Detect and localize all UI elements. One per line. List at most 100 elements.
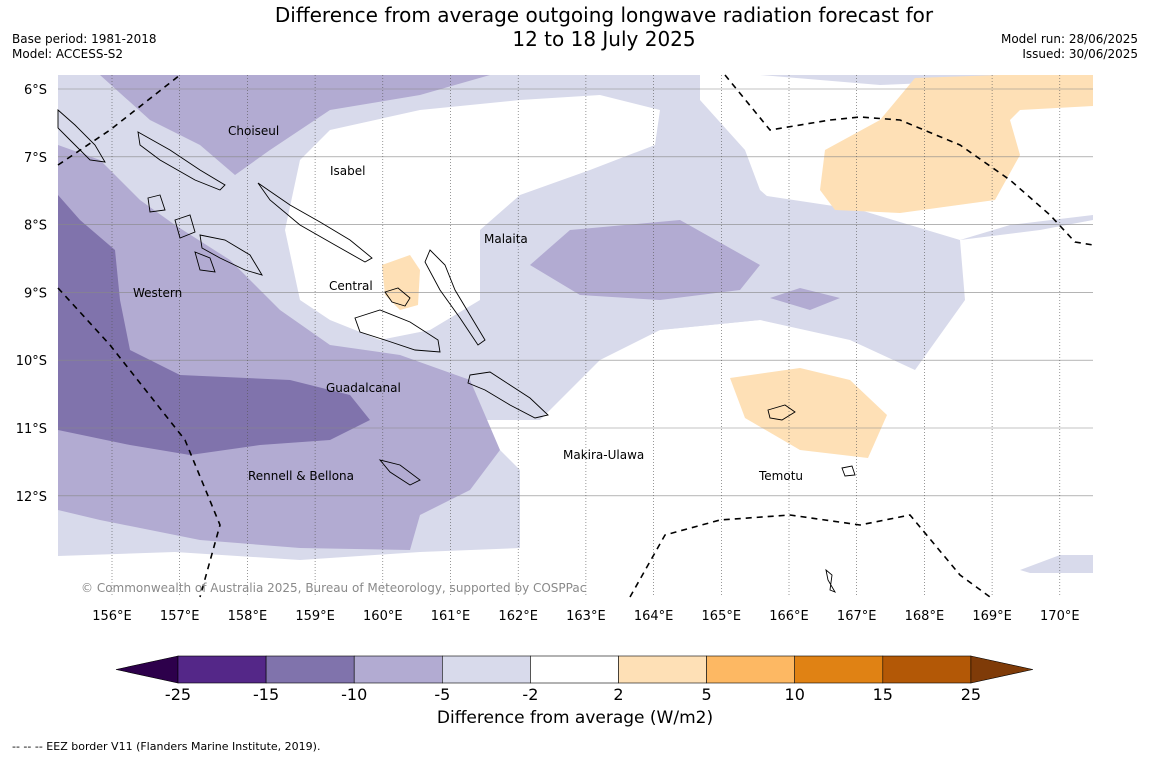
region-label-isabel: Isabel [330, 164, 365, 178]
longitude-label: 159°E [295, 609, 335, 624]
longitude-label: 166°E [769, 609, 809, 624]
coast-torres [825, 568, 837, 593]
shade-minus10-minus5-east [530, 220, 760, 300]
longitude-label: 169°E [972, 609, 1012, 624]
colorbar-segment [265, 655, 355, 684]
colorbar-tick-label: -2 [522, 685, 538, 704]
colorbar: -25 -15 -10 -5 -2 2 5 10 15 25 [115, 655, 1033, 704]
coast-rennell [378, 459, 421, 486]
latitude-label: 8°S [24, 219, 47, 234]
longitude-label: 157°E [160, 609, 200, 624]
longitude-label: 156°E [92, 609, 132, 624]
title-line-1: Difference from average outgoing longwav… [274, 3, 934, 27]
longitude-label: 162°E [498, 609, 538, 624]
latitude-label: 9°S [24, 286, 47, 301]
coast-florida-islands [384, 287, 411, 307]
longitude-labels: 156°E 157°E 158°E 159°E 160°E 161°E 162°E 163°E… [92, 609, 1079, 624]
title-line-2: 12 to 18 July 2025 [512, 27, 696, 51]
colorbar-tick-label: 15 [873, 685, 893, 704]
colorbar-segment [794, 655, 884, 684]
region-label-central: Central [329, 279, 373, 293]
colorbar-segment [706, 655, 795, 684]
eez-southeast [629, 514, 991, 598]
region-label-western: Western [133, 286, 182, 300]
coast-isabel [257, 182, 373, 263]
colorbar-tick-label: 25 [961, 685, 981, 704]
colorbar-segment [441, 655, 531, 684]
coast-bougainville [57, 109, 106, 163]
region-label-rennell-bellona: Rennell & Bellona [248, 469, 354, 483]
colorbar-segment [618, 655, 707, 684]
eez-northeast [724, 74, 1094, 246]
map-title: Difference from average outgoing longwav… [0, 3, 1150, 51]
eez-footnote: -- -- -- EEZ border V11 (Flanders Marine… [12, 740, 321, 753]
coast-choiseul [137, 131, 226, 191]
colorbar-segment [530, 655, 619, 684]
region-label-makira-ulawa: Makira-Ulawa [563, 448, 644, 462]
latitude-label: 11°S [16, 422, 47, 437]
colorbar-segment [882, 655, 972, 684]
shade-plus2-plus5-central [382, 255, 420, 310]
coast-vella-lavella [174, 214, 196, 239]
coast-malaita [424, 249, 486, 346]
latitude-label: 7°S [24, 151, 47, 166]
shade-neutral-central [285, 95, 660, 340]
region-label-choiseul: Choiseul [228, 124, 279, 138]
latitude-label: 6°S [24, 83, 47, 98]
anomaly-shading [58, 75, 1093, 597]
longitude-label: 161°E [431, 609, 471, 624]
eez-west [57, 287, 221, 598]
coast-new-georgia [199, 234, 263, 276]
region-label-guadalcanal: Guadalcanal [326, 381, 401, 395]
region-label-temotu: Temotu [758, 469, 803, 483]
copyright-notice: © Commonwealth of Australia 2025, Bureau… [81, 581, 586, 595]
eez-borders [57, 74, 1094, 598]
base-period: Base period: 1981-2018 [12, 32, 157, 46]
issued-date: Issued: 30/06/2025 [1022, 47, 1138, 61]
coastlines [57, 109, 856, 593]
coast-utupua [841, 465, 856, 477]
longitude-label: 160°E [363, 609, 403, 624]
colorbar-tick-label: -25 [165, 685, 191, 704]
coast-shortlands [147, 194, 166, 213]
colorbar-segment [353, 655, 443, 684]
gridlines [58, 75, 1093, 597]
run-info: Model run: 28/06/2025 Issued: 30/06/2025 [1001, 32, 1138, 62]
longitude-label: 168°E [905, 609, 945, 624]
coast-rendova [194, 251, 216, 273]
model-run: Model run: 28/06/2025 [1000, 32, 1138, 46]
region-label-malaita: Malaita [484, 232, 528, 246]
coast-guadalcanal [354, 309, 441, 353]
colorbar-extend-high [970, 655, 1033, 684]
longitude-label: 170°E [1040, 609, 1080, 624]
shade-minus15-minus10 [58, 195, 370, 455]
colorbar-tick-label: 10 [785, 685, 805, 704]
colorbar-segment [177, 655, 267, 684]
colorbar-label: Difference from average (W/m2) [436, 708, 714, 728]
colorbar-tick-label: -15 [253, 685, 279, 704]
model-name: Model: ACCESS-S2 [12, 47, 124, 61]
longitude-label: 163°E [566, 609, 606, 624]
region-labels: Choiseul Isabel Malaita Western Central … [133, 124, 803, 483]
longitude-label: 164°E [634, 609, 674, 624]
model-info: Base period: 1981-2018 Model: ACCESS-S2 [12, 32, 157, 62]
latitude-labels: 6°S 7°S 8°S 9°S 10°S 11°S 12°S [16, 83, 47, 505]
longitude-label: 158°E [228, 609, 268, 624]
latitude-label: 12°S [16, 490, 47, 505]
colorbar-tick-label: -5 [434, 685, 450, 704]
shade-minus10-minus5-north [100, 75, 490, 175]
coast-makira [467, 371, 549, 419]
colorbar-tick-label: 2 [613, 685, 623, 704]
shade-minus5-minus2-southeast [1020, 555, 1093, 573]
colorbar-extend-low [115, 655, 179, 684]
shade-plus2-plus5-temotu [730, 368, 887, 458]
longitude-label: 165°E [702, 609, 742, 624]
coast-santa-cruz [767, 404, 796, 421]
shade-plus2-plus5-northeast [820, 75, 1093, 213]
eez-north-west [57, 74, 181, 166]
colorbar-tick-label: 5 [702, 685, 712, 704]
colorbar-tick-label: -10 [341, 685, 367, 704]
shade-minus10-minus5-small [770, 288, 840, 310]
longitude-label: 167°E [837, 609, 877, 624]
